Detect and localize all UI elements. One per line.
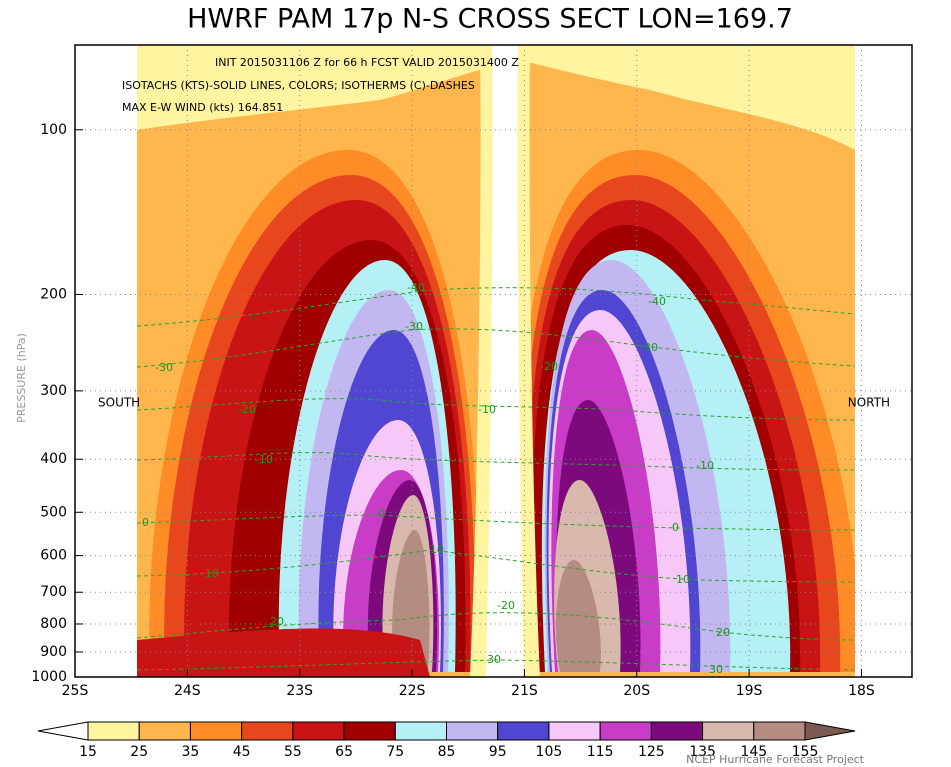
colorbar-label: 55: [284, 744, 302, 760]
colorbar-box: [650, 721, 704, 741]
colorbar: 15 25 35 45 55 65 75 85 95 105 115 125 135 145 155: [37, 721, 856, 760]
isotherm-label: 30: [709, 663, 723, 676]
isotherm-label: 10: [205, 567, 219, 580]
colorbar-box: [394, 721, 447, 741]
colorbar-label: 95: [489, 744, 507, 760]
colorbar-label: 85: [438, 744, 456, 760]
annotation: INIT 2015031106 Z for 66 h FCST VALID 20…: [215, 56, 519, 69]
colorbar-box: [292, 721, 345, 741]
isotherm-label: -10: [478, 403, 496, 416]
colorbar-over: [804, 721, 856, 741]
isotherm-label: -40: [407, 281, 425, 294]
credit: NCEP Hurricane Forecast Project: [686, 753, 865, 766]
x-tick-label: 19S: [736, 683, 763, 699]
field: [137, 45, 855, 150]
field: [137, 628, 430, 677]
isotherm-labels: -40 -30 -30 -20 -10 0 10 20 -10 0 10 -20…: [142, 281, 730, 676]
y-axis-label: PRESSURE (hPa): [15, 333, 28, 423]
x-tick-label: 18S: [848, 683, 875, 699]
colorbar-label: 45: [233, 744, 251, 760]
isotherm-label: -40: [648, 295, 666, 308]
colorbar-box: [189, 721, 243, 741]
colorbar-box: [446, 721, 499, 741]
colorbar-label: 75: [386, 744, 404, 760]
y-tick-label: 100: [40, 122, 67, 138]
y-tick-label: 400: [40, 451, 67, 467]
colorbar-box: [702, 721, 755, 741]
isotherm-label: -10: [255, 453, 273, 466]
colorbar-box: [497, 721, 550, 741]
field: [486, 45, 524, 677]
isotherm-label: -20: [497, 599, 515, 612]
chart-title: HWRF PAM 17p N-S CROSS SECT LON=169.7: [187, 4, 793, 35]
isotherm-label: 20: [270, 615, 284, 628]
colorbar-label: 15: [79, 744, 97, 760]
colorbar-box: [343, 721, 396, 741]
annotation: ISOTACHS (KTS)-SOLID LINES, COLORS; ISOT…: [122, 79, 475, 92]
colorbar-box: [753, 721, 806, 741]
y-tick-label: 300: [40, 383, 67, 399]
isotherm-label: -30: [640, 341, 658, 354]
colorbar-label: 35: [182, 744, 200, 760]
y-tick-label: 1000: [31, 669, 67, 685]
isotherm-label: -30: [405, 320, 423, 333]
y-tick-label: 800: [40, 616, 67, 632]
x-tick-label: 23S: [286, 683, 313, 699]
colorbar-label: 65: [335, 744, 353, 760]
isotherm-label: -30: [155, 361, 173, 374]
isotherm-label: 10: [430, 543, 444, 556]
colorbar-box: [548, 721, 601, 741]
x-tick-label: 22S: [399, 683, 426, 699]
colorbar-label: 105: [536, 744, 563, 760]
isotherm-label: 0: [378, 507, 385, 520]
colorbar-label: 25: [130, 744, 148, 760]
colorbar-label: 155: [792, 744, 819, 760]
colorbar-label: 115: [587, 744, 614, 760]
south-label: SOUTH: [98, 396, 140, 410]
isotherm-label: 10: [676, 573, 690, 586]
isotherm-label: 0: [142, 516, 149, 529]
isotherm-label: 30: [487, 653, 501, 666]
colorbar-under: [37, 721, 89, 741]
colorbar-box: [241, 721, 294, 741]
colorbar-label: 145: [740, 744, 767, 760]
colorbar-box: [87, 721, 140, 741]
isotherms: [136, 287, 856, 671]
x-tick-label: 20S: [623, 683, 650, 699]
isotherm-label: -10: [696, 459, 714, 472]
annotation: MAX E-W WIND (kts) 164.851: [122, 101, 283, 114]
plot-frame: [74, 44, 913, 678]
colorbar-label: 135: [689, 744, 716, 760]
y-tick-label: 600: [40, 548, 67, 564]
colorbar-label: 125: [638, 744, 665, 760]
north-label: NORTH: [848, 396, 890, 410]
y-tick-label: 200: [40, 287, 67, 303]
x-tick-label: 21S: [511, 683, 538, 699]
wind-fields: [137, 45, 855, 677]
colorbar-box: [599, 721, 652, 741]
y-tick-label: 500: [40, 504, 67, 520]
y-tick-label: 900: [40, 644, 67, 660]
x-tick-label: 24S: [174, 683, 201, 699]
y-tick-label: 700: [40, 584, 67, 600]
isotherm-label: -20: [540, 360, 558, 373]
isotherm-label: 0: [672, 521, 679, 534]
x-tick-label: 25S: [62, 683, 89, 699]
colorbar-box: [138, 721, 191, 741]
isotherm-label: -20: [238, 403, 256, 416]
isotherm-label: 20: [716, 626, 730, 639]
